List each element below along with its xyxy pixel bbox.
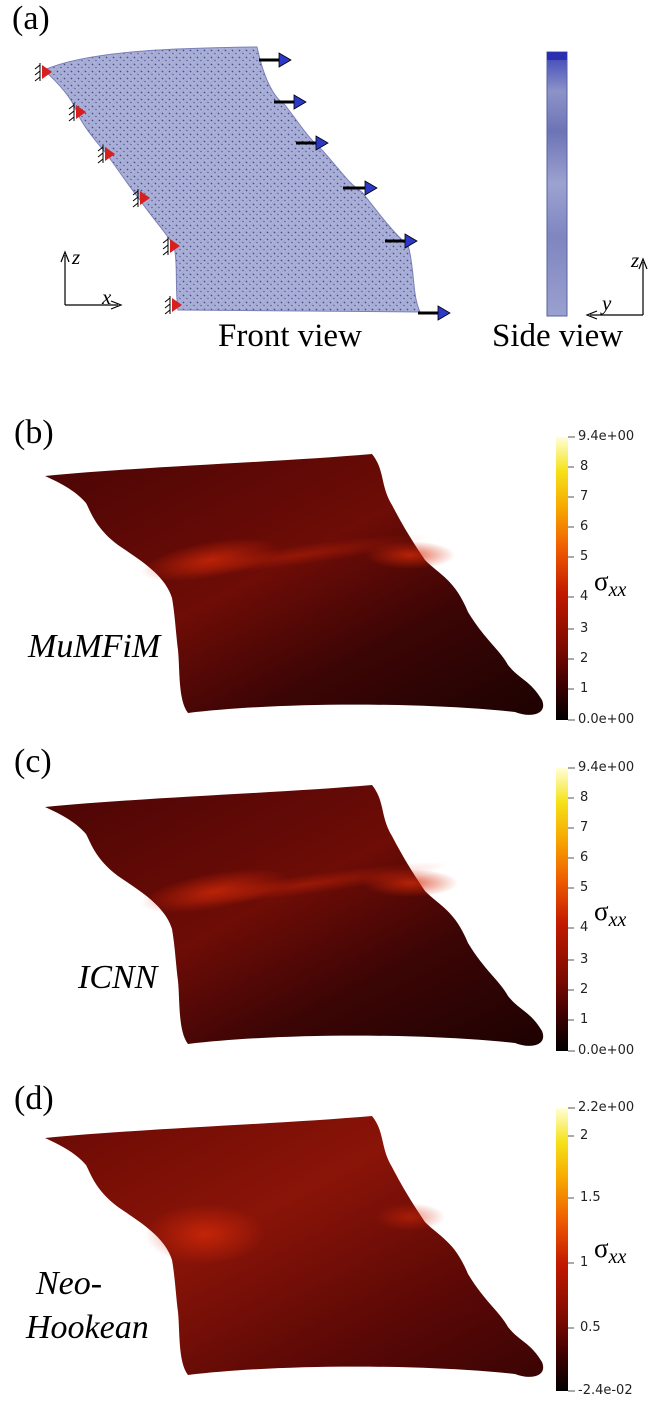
colorbar-d	[556, 1108, 568, 1391]
colorbar-c-tick: 1	[580, 1012, 589, 1027]
colorbar-b	[556, 437, 568, 720]
colorbar-c	[556, 768, 568, 1051]
colorbar-d-tick: 1	[580, 1255, 589, 1270]
colorbar-c-tick: 8	[580, 790, 589, 805]
model-label-mumfim: MuMFiM	[28, 628, 161, 665]
colorbar-b-tick: 5	[580, 549, 589, 564]
colorbar-b-tick: 7	[580, 489, 589, 504]
fixed-supports	[34, 63, 182, 315]
colorbar-c-tick: 7	[580, 820, 589, 835]
colorbar-d-tick: 2	[580, 1128, 589, 1143]
colorbar-c-tick: 4	[580, 920, 589, 935]
side-axis-z-label: z	[631, 248, 640, 272]
colorbar-c-tick: 5	[580, 880, 589, 895]
colorbar-b-max: 9.4e+00	[578, 429, 635, 444]
colorbar-b-tick: 4	[580, 589, 589, 604]
colorbar-d-max: 2.2e+00	[578, 1100, 635, 1115]
front-axis-x-label: x	[102, 285, 112, 309]
colorbar-b-tick: 8	[580, 459, 589, 474]
panel-c-label: (c)	[14, 743, 52, 780]
stress-field-neo-hookean	[45, 1116, 544, 1377]
colorbar-c-tick: 6	[580, 850, 589, 865]
load-arrows	[259, 52, 451, 321]
colorbar-c-tick: 2	[580, 982, 589, 997]
stress-field-mumfim	[45, 454, 544, 715]
colorbar-c-title: σxx	[594, 896, 627, 931]
side-view-caption: Side view	[492, 318, 624, 354]
model-label-hookean: Hookean	[26, 1309, 149, 1346]
colorbar-d-tick: 0.5	[580, 1320, 601, 1335]
colorbar-b-title: σxx	[594, 566, 627, 601]
front-view-caption: Front view	[218, 318, 362, 354]
colorbar-c-min: 0.0e+00	[578, 1043, 635, 1058]
front-axis-z-label: z	[72, 245, 81, 269]
colorbar-b-tick: 3	[580, 621, 589, 636]
stress-field-icnn	[45, 785, 544, 1046]
panel-d-label: (d)	[14, 1080, 54, 1117]
colorbar-b-tick: 1	[580, 681, 589, 696]
panel-a-diagram	[34, 46, 648, 321]
colorbar-c-max: 9.4e+00	[578, 760, 635, 775]
panel-a-label: (a)	[12, 0, 50, 37]
side-axis-y-label: y	[602, 291, 612, 315]
front-axis-triad	[60, 250, 123, 310]
side-axis-triad	[585, 257, 648, 320]
colorbar-d-tick: 1.5	[580, 1190, 601, 1205]
colorbar-b-tick: 6	[580, 519, 589, 534]
model-label-icnn: ICNN	[78, 959, 158, 996]
model-label-neo: Neo-	[36, 1265, 103, 1302]
colorbar-d-title: σxx	[594, 1233, 627, 1268]
colorbar-b-min: 0.0e+00	[578, 712, 635, 727]
colorbar-d-min: -2.4e-02	[578, 1383, 633, 1398]
colorbar-b-tick: 2	[580, 651, 589, 666]
panel-b-label: (b)	[14, 414, 54, 451]
colorbar-c-tick: 3	[580, 952, 589, 967]
